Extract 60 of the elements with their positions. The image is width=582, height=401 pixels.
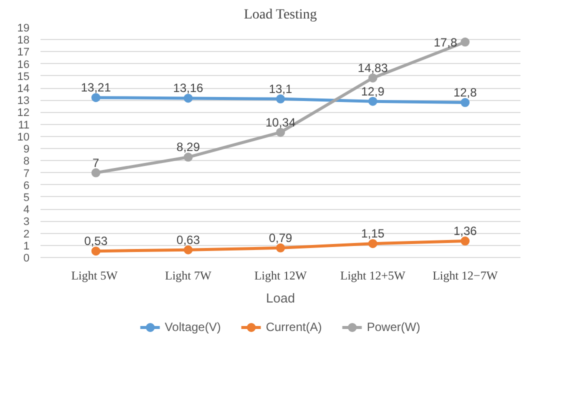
data-label: 10,34 <box>265 115 296 130</box>
data-label: 7 <box>92 156 100 170</box>
y-tick-label: 8 <box>23 156 30 168</box>
y-tick-label: 14 <box>17 83 30 96</box>
y-tick-label: 13 <box>17 95 30 108</box>
point <box>368 73 378 82</box>
point <box>460 98 470 108</box>
point <box>91 93 100 102</box>
data-label: 8,29 <box>176 140 200 154</box>
point <box>276 128 285 137</box>
y-tick-label: 2 <box>23 228 30 240</box>
data-label: 12,9 <box>361 84 385 98</box>
data-label: 13,1 <box>268 82 293 96</box>
point <box>460 38 470 47</box>
y-tick-label: 18 <box>17 34 30 47</box>
chart-title: Load Testing <box>244 8 317 22</box>
y-tick-label: 19 <box>17 22 30 34</box>
legend-label: Current(A) <box>266 320 322 334</box>
x-axis-title: Load <box>266 290 295 306</box>
y-tick-label: 9 <box>23 144 30 156</box>
y-tick-label: 16 <box>17 58 30 71</box>
y-tick-label: 0 <box>23 252 30 264</box>
point <box>368 239 378 248</box>
data-label: 12,8 <box>453 86 478 100</box>
y-tick-label: 3 <box>23 216 30 228</box>
data-label: 1,36 <box>453 224 478 238</box>
point <box>368 96 378 106</box>
y-tick-label: 12 <box>17 107 30 120</box>
data-label: 1,15 <box>361 226 385 241</box>
x-tick-label: Light 5W <box>71 268 118 282</box>
point <box>184 152 193 162</box>
y-tick-label: 17 <box>17 46 30 59</box>
point <box>184 245 193 254</box>
x-tick-label: Light 12+5W <box>340 268 406 282</box>
point <box>91 246 100 256</box>
data-label: 0,79 <box>268 230 293 245</box>
data-label: 13,16 <box>173 81 204 96</box>
y-tick-label: 10 <box>17 131 30 144</box>
data-label: 14,83 <box>358 60 388 75</box>
y-tick-label: 15 <box>17 70 30 83</box>
data-label: 0,53 <box>84 234 108 248</box>
legend-label: Power(W) <box>366 320 420 334</box>
point <box>276 94 285 104</box>
point <box>91 168 100 178</box>
y-tick-label: 1 <box>23 240 30 252</box>
point <box>184 94 193 103</box>
y-tick-label: 4 <box>23 204 30 216</box>
legend-label: Voltage(V) <box>164 320 221 334</box>
x-tick-label: Light 12W <box>254 268 308 282</box>
y-tick-label: 5 <box>23 192 30 204</box>
point <box>276 243 285 252</box>
x-tick-label: Light 12−7W <box>432 268 498 282</box>
data-label: 13,21 <box>80 80 112 95</box>
y-tick-label: 7 <box>23 168 30 180</box>
data-label: 17,8 <box>434 36 458 50</box>
point <box>460 236 470 246</box>
y-tick-label: 11 <box>18 119 30 132</box>
x-tick-label: Light 7W <box>165 268 212 282</box>
y-tick-label: 6 <box>23 180 30 192</box>
data-label: 0,63 <box>176 232 200 247</box>
